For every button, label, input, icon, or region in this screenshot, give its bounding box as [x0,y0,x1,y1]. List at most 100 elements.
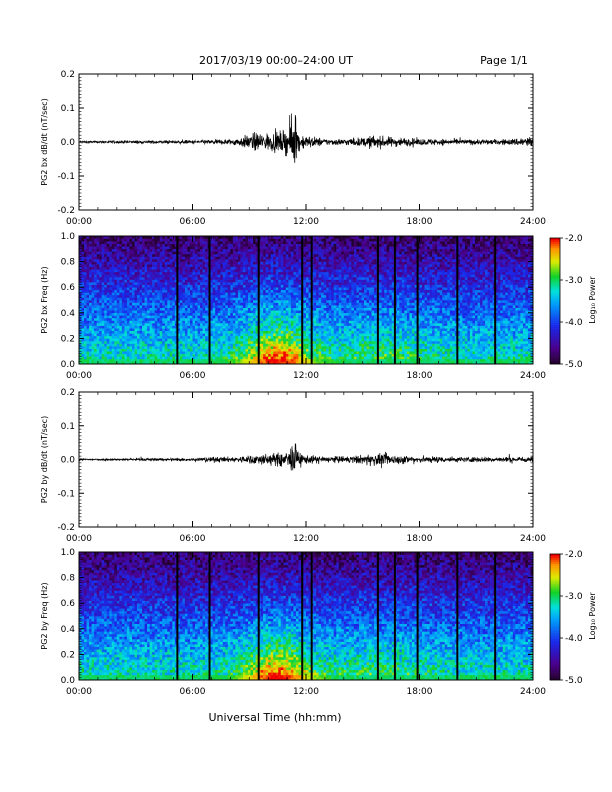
spectrogram-cell [177,300,181,303]
spectrogram-cell [91,312,95,316]
spectrogram-cell [237,271,241,275]
spectrogram-cell [137,305,140,308]
spectrogram-cell [265,315,269,319]
spectrogram-cell [202,346,206,349]
spectrogram-cell [245,300,249,303]
spectrogram-cell [157,248,161,252]
spectrogram-cell [84,343,87,347]
spectrogram-cell [106,346,110,349]
spectrogram-cell [280,238,284,242]
spectrogram-cell [293,282,297,285]
spectrogram-cell [79,310,82,314]
spectrogram-cell [225,333,229,337]
spectrogram-cell [263,246,266,250]
spectrogram-cell [159,340,163,344]
spectrogram-cell [283,328,287,332]
spectrogram-cell [144,261,148,265]
spectrogram-cell [172,246,176,250]
spectrogram-cell [167,330,171,334]
spectrogram-cell [270,297,274,301]
spectrogram-cell [164,253,168,257]
spectrogram-cell [149,330,153,334]
spectrogram-cell [119,241,123,244]
spectrogram-cell [169,279,173,283]
spectrogram-cell [172,289,176,293]
spectrogram-cell [237,310,241,314]
spectrogram-cell [245,292,249,296]
spectrogram-cell [308,248,312,252]
spectrogram-cell [124,356,128,360]
spectrogram-cell [197,289,201,293]
spectrogram-cell [172,358,176,362]
spectrogram-cell [195,323,198,326]
spectrogram-cell [142,279,145,283]
spectrogram-cell [321,307,324,311]
spectrogram-cell [81,248,85,252]
spectrogram-cell [200,253,203,257]
spectrogram-cell [235,346,239,349]
spectrogram-cell [265,251,269,255]
spectrogram-cell [210,248,213,252]
spectrogram-cell [260,302,264,306]
spectrogram-cell [242,256,246,260]
spectrogram-cell [147,361,150,365]
spectrogram-cell [124,261,128,265]
spectrogram-cell [265,243,269,247]
spectrogram-cell [263,343,266,347]
spectrogram-cell [215,253,219,257]
spectrogram-cell [303,271,307,275]
spectrogram-cell [164,348,168,352]
spectrogram-cell [137,328,140,332]
spectrogram-cell [182,353,186,357]
spectrogram-cell [184,261,188,265]
spectrogram-cell [169,300,173,303]
spectrogram-cell [109,323,113,326]
spectrogram-cell [232,353,236,357]
spectrogram-cell [275,256,279,260]
spectrogram-cell [137,251,140,255]
spectrogram-cell [179,274,183,278]
spectrogram-cell [260,317,264,321]
spectrogram-cell [81,259,85,262]
spectrogram-cell [313,358,317,362]
spectrogram-cell [197,282,201,285]
spectrogram-cell [270,243,274,247]
spectrogram-cell [144,307,148,311]
spectrogram-cell [242,269,246,273]
spectrogram-cell [154,315,158,319]
spectrogram-cell [215,236,219,239]
spectrogram-cell [313,323,317,326]
spectrogram-cell [306,251,309,255]
spectrogram-cell [116,361,120,365]
spectrogram-cell [217,310,221,314]
spectrogram-cell [119,356,123,360]
spectrogram-cell [195,253,198,257]
spectrogram-cell [275,236,279,239]
spectrogram-cell [268,328,271,332]
spectrogram-cell [210,330,213,334]
spectrogram-cell [255,335,259,339]
spectrogram-cell [144,256,148,260]
spectrogram-cell [253,259,256,262]
spectrogram-cell [200,238,203,242]
spectrogram-cell [313,271,317,275]
spectrogram-cell [99,353,102,357]
spectrogram-cell [144,279,148,283]
spectrogram-cell [96,307,100,311]
spectrogram-cell [273,338,277,342]
spectrogram-cell [174,276,178,280]
spectrogram-cell [177,287,181,291]
spectrogram-cell [222,317,226,321]
spectrogram-cell [268,271,271,275]
spectrogram-cell [154,259,158,262]
spectrogram-cell [157,287,161,291]
spectrogram-cell [174,238,178,242]
spectrogram-cell [154,338,158,342]
spectrogram-cell [81,261,85,265]
spectrogram-cell [121,243,125,247]
spectrogram-cell [101,335,105,339]
spectrogram-cell [215,300,219,303]
spectrogram-cell [179,282,183,285]
spectrogram-cell [134,243,138,247]
spectrogram-cell [182,310,186,314]
